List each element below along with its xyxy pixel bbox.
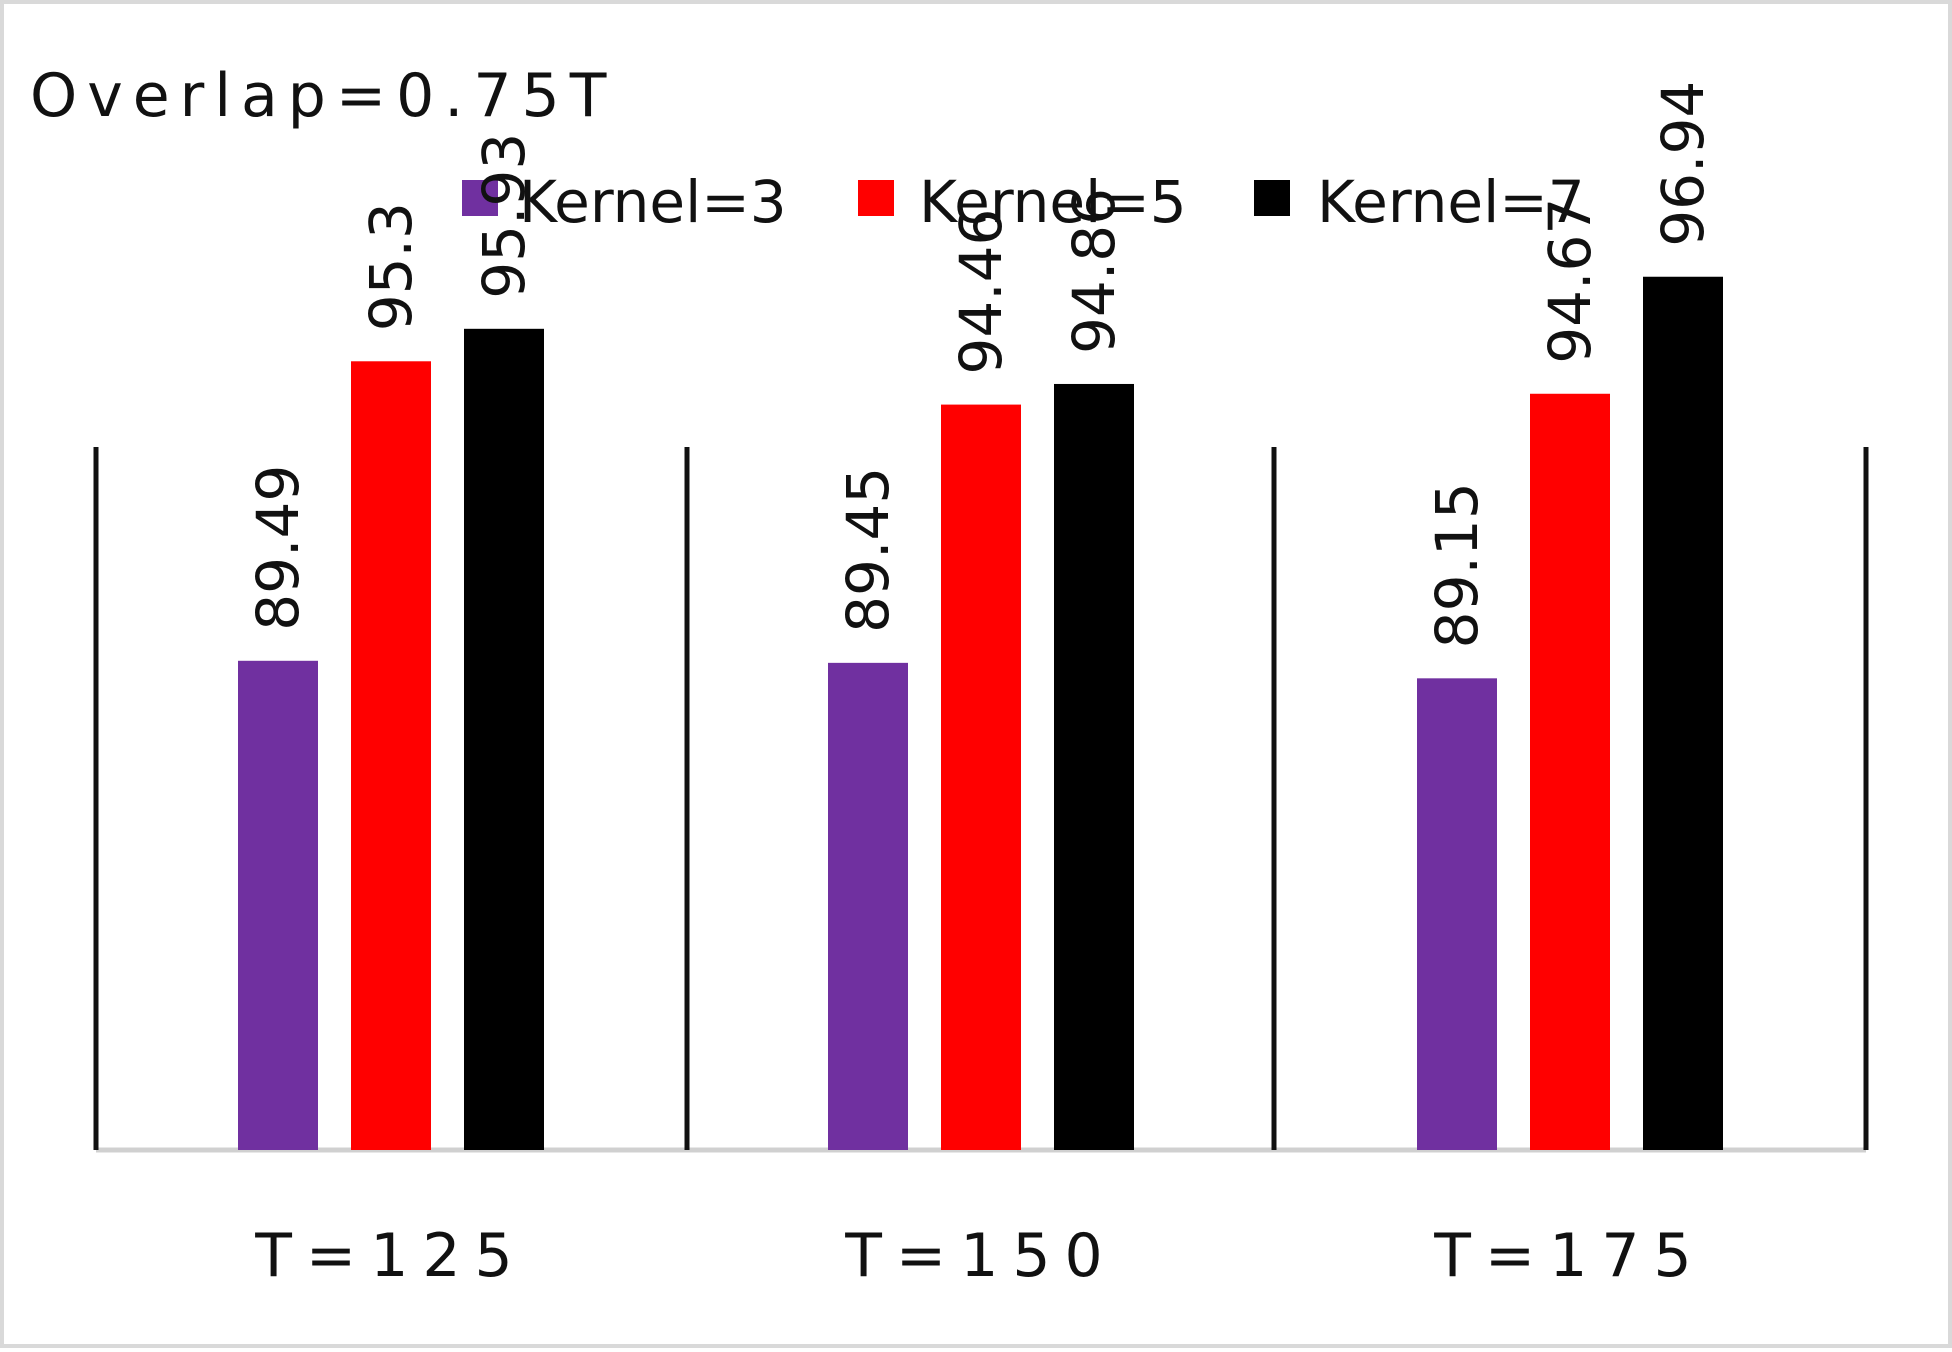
data-label: 94.67: [1536, 198, 1604, 364]
data-label: 96.94: [1649, 81, 1717, 247]
data-label: 94.46: [947, 209, 1015, 375]
data-label: 95.3: [357, 202, 425, 331]
data-label: 89.49: [244, 465, 312, 631]
legend-item-kernel-3: Kernel=3: [462, 168, 787, 236]
data-label: 89.45: [834, 467, 902, 633]
data-labels: 89.49 95.3 95.93 89.45 94.46 94.86 89.15 94.67 9…: [244, 81, 1717, 649]
bar-t175-kernel-7: [1643, 276, 1723, 1150]
legend-label-kernel-3: Kernel=3: [519, 168, 787, 236]
bar-t150-kernel-5: [941, 404, 1021, 1150]
bar-t125-kernel-5: [351, 361, 431, 1150]
chart-title: Overlap=0.75T: [30, 61, 616, 131]
bar-t175-kernel-5: [1530, 393, 1610, 1151]
bars: [238, 276, 1723, 1151]
bar-t150-kernel-3: [828, 662, 908, 1150]
x-tick-label: T=150: [844, 1221, 1116, 1291]
x-tick-labels: T=125 T=150 T=175: [254, 1221, 1705, 1291]
bar-chart: Overlap=0.75T Kernel=3 Kernel=5 Kernel=7: [30, 61, 1869, 1291]
data-label: 89.15: [1423, 482, 1491, 648]
bar-t125-kernel-7: [464, 328, 544, 1151]
legend-swatch-kernel-3: [462, 180, 498, 216]
bar-t150-kernel-7: [1054, 383, 1134, 1150]
legend-swatch-kernel-7: [1254, 180, 1290, 216]
x-tick-label: T=175: [1433, 1221, 1705, 1291]
legend: Kernel=3 Kernel=5 Kernel=7: [462, 168, 1585, 236]
data-label: 94.86: [1060, 188, 1128, 354]
legend-item-kernel-5: Kernel=5: [858, 168, 1187, 236]
legend-item-kernel-7: Kernel=7: [1254, 168, 1585, 236]
bar-t125-kernel-3: [238, 660, 318, 1150]
bar-t175-kernel-3: [1417, 678, 1497, 1150]
legend-label-kernel-7: Kernel=7: [1317, 168, 1585, 236]
data-label: 95.93: [470, 133, 538, 299]
legend-swatch-kernel-5: [858, 180, 894, 216]
legend-label-kernel-5: Kernel=5: [919, 168, 1187, 236]
x-tick-label: T=125: [254, 1221, 526, 1291]
